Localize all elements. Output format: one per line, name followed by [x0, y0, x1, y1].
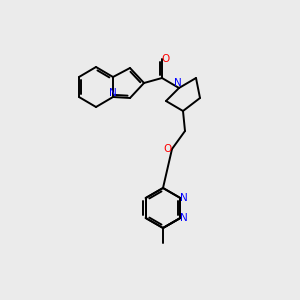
Text: O: O	[163, 144, 171, 154]
Text: N: N	[180, 213, 188, 223]
Text: O: O	[162, 54, 170, 64]
Text: N: N	[174, 78, 182, 88]
Text: N: N	[109, 88, 117, 98]
Text: N: N	[180, 193, 188, 203]
